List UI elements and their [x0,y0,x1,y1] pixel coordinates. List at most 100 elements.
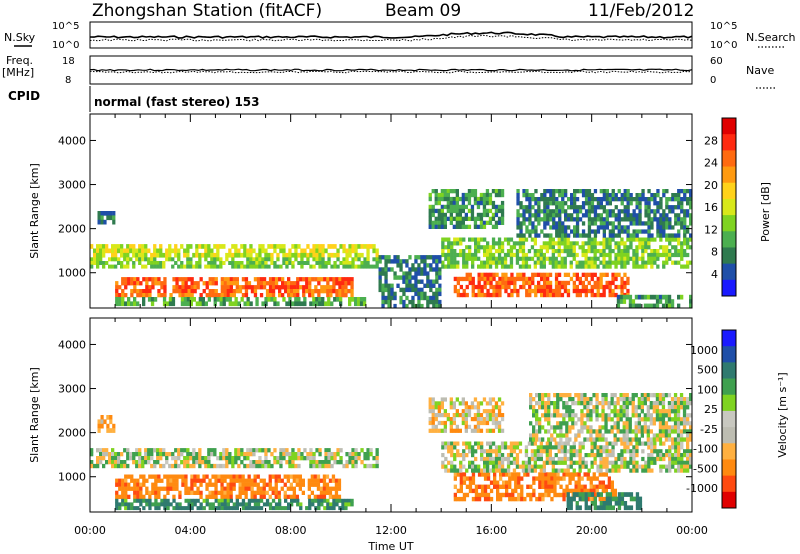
heatmap-cell [435,287,439,293]
heatmap-cell [674,197,678,202]
heatmap-cell [323,277,327,282]
heatmap-cell [431,208,435,214]
heatmap-cell [459,496,463,502]
heatmap-cell [662,189,666,194]
heatmap-cell [625,421,629,426]
heatmap-cell [623,445,627,450]
heatmap-cell [485,413,490,418]
heatmap-cell [599,468,603,473]
heatmap-cell [477,249,481,254]
heatmap-cell [578,292,582,298]
heatmap-cell [461,196,465,202]
heatmap-cell [502,472,506,477]
heatmap-cell [306,452,310,457]
heatmap-cell [581,280,585,286]
heatmap-cell [500,220,505,225]
heatmap-cell [153,264,157,269]
heatmap-cell [593,453,597,458]
heatmap-cell [396,275,400,280]
heatmap-cell [656,189,660,194]
heatmap-cell [549,209,553,214]
heatmap-cell [622,393,626,398]
heatmap-cell [480,456,484,462]
heatmap-cell [635,260,639,265]
heatmap-cell [667,429,672,434]
heatmap-cell [604,472,608,477]
heatmap-cell [590,272,594,277]
heatmap-cell [435,259,439,264]
heatmap-cell [417,271,421,276]
heatmap-cell [321,257,325,262]
heatmap-cell [219,261,223,265]
heatmap-cell [292,486,296,491]
heatmap-cell [488,249,493,254]
heatmap-cell [207,252,211,258]
heatmap-cell [646,405,650,410]
colorbar-tick-label: 20 [704,179,718,192]
heatmap-cell [299,502,303,507]
heatmap-cell [546,292,550,298]
heatmap-cell [273,297,277,302]
heatmap-cell [329,289,333,294]
heatmap-cell [543,213,547,218]
heatmap-cell [450,460,454,465]
heatmap-cell [459,476,463,481]
heatmap-cell [528,284,532,290]
heatmap-cell [172,474,176,479]
heatmap-cell [574,484,578,489]
heatmap-cell [565,429,569,434]
heatmap-cell [500,417,505,422]
heatmap-cell [372,248,376,254]
heatmap-cell [590,449,594,454]
heatmap-cell [623,505,628,511]
heatmap-cell [342,244,346,249]
heatmap-cell [347,281,351,286]
power-x-ticks [89,114,693,308]
heatmap-cell [671,245,675,250]
heatmap-cell [638,256,642,261]
heatmap-cell [664,299,669,304]
heatmap-cell [290,498,294,503]
heatmap-cell [551,237,555,242]
heatmap-cell [526,472,530,477]
heatmap-cell [574,413,578,418]
heatmap-cell [232,506,236,511]
heatmap-cell [667,433,672,438]
heatmap-cell [333,456,337,461]
heatmap-cell [515,456,520,462]
heatmap-cell [456,237,460,242]
heatmap-cell [532,492,536,498]
heatmap-cell [499,476,503,481]
heatmap-cell [539,245,543,250]
heatmap-cell [317,281,321,286]
heatmap-cell [351,463,355,469]
heatmap-cell [402,291,406,297]
heatmap-cell [647,464,651,469]
heatmap-cell [658,413,663,418]
heatmap-cell [264,261,268,265]
heatmap-cell [641,256,645,261]
heatmap-cell [326,506,330,511]
heatmap-cell [607,401,611,406]
colorbar-swatch [722,182,736,200]
heatmap-cell [249,248,253,254]
heatmap-cell [268,502,273,507]
heatmap-cell [300,257,304,262]
heatmap-cell [674,249,678,254]
heatmap-cell [399,275,403,280]
heatmap-cell [628,303,633,309]
heatmap-cell [531,288,535,294]
heatmap-cell [493,472,497,477]
heatmap-cell [136,494,140,499]
heatmap-cell [595,405,599,410]
heatmap-cell [596,276,600,282]
heatmap-cell [605,464,609,469]
heatmap-cell [670,397,675,402]
heatmap-cell [482,192,487,198]
heatmap-cell [426,303,430,309]
heatmap-cell [500,413,505,418]
heatmap-cell [444,456,448,462]
heatmap-cell [186,261,190,265]
heatmap-cell [290,502,294,507]
heatmap-cell [249,264,253,269]
